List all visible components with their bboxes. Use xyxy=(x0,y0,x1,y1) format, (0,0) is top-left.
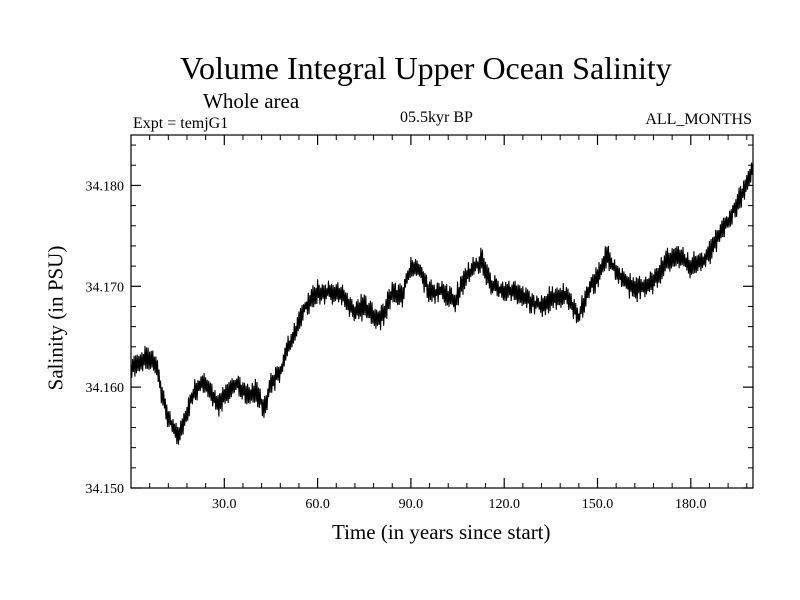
y-tick-label: 34.160 xyxy=(86,381,125,396)
experiment-label: Expt = temjG1 xyxy=(133,115,229,132)
x-tick-label: 120.0 xyxy=(488,497,520,512)
x-tick-label: 30.0 xyxy=(212,497,237,512)
months-label: ALL_MONTHS xyxy=(645,111,752,128)
x-tick-label: 180.0 xyxy=(675,497,707,512)
y-tick-label: 34.180 xyxy=(86,179,125,194)
period-label: 05.5kyr BP xyxy=(400,109,473,126)
y-tick-label: 34.170 xyxy=(86,280,125,295)
chart-subtitle: Whole area xyxy=(203,89,300,113)
series-line-salinity xyxy=(130,161,754,445)
x-tick-label: 90.0 xyxy=(399,497,424,512)
plot-frame xyxy=(130,134,754,489)
y-tick-label: 34.150 xyxy=(86,482,125,497)
x-axis-label: Time (in years since start) xyxy=(332,520,551,544)
x-tick-label: 60.0 xyxy=(305,497,330,512)
chart-title: Volume Integral Upper Ocean Salinity xyxy=(180,50,672,86)
x-tick-label: 150.0 xyxy=(582,497,614,512)
